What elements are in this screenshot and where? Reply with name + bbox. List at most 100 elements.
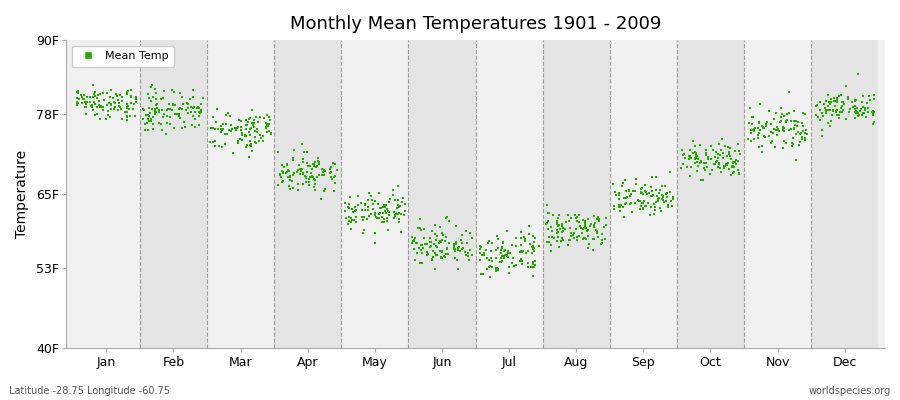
Point <box>111 107 125 114</box>
Point <box>303 163 318 170</box>
Point <box>693 177 707 183</box>
Point <box>819 110 833 116</box>
Point <box>232 117 247 124</box>
Point <box>283 176 297 183</box>
Point <box>397 212 411 218</box>
Point <box>140 91 155 97</box>
Point <box>386 215 400 221</box>
Point <box>786 135 800 142</box>
Point <box>317 167 331 174</box>
Point <box>193 109 207 116</box>
Point <box>521 248 535 254</box>
Point <box>574 229 589 236</box>
Point <box>867 119 881 125</box>
Point <box>412 244 427 251</box>
Point <box>362 213 376 219</box>
Point <box>185 112 200 119</box>
Point <box>308 158 322 165</box>
Point <box>716 155 731 161</box>
Point <box>86 107 100 114</box>
Point <box>644 204 658 211</box>
Point <box>522 230 536 237</box>
Point <box>447 242 462 248</box>
Point <box>576 217 590 223</box>
Point <box>732 171 746 178</box>
Point <box>387 213 401 219</box>
Point <box>163 121 177 127</box>
Point <box>248 134 262 140</box>
Point <box>532 243 546 250</box>
Point <box>655 183 670 190</box>
Point <box>648 204 662 210</box>
Point <box>310 163 325 170</box>
Point <box>715 136 729 142</box>
Point <box>388 197 402 204</box>
Point <box>539 220 554 227</box>
Point <box>725 162 740 169</box>
Point <box>775 111 789 117</box>
Point <box>181 105 195 112</box>
Point <box>284 173 298 180</box>
Point <box>564 230 579 236</box>
Point <box>514 235 528 241</box>
Point <box>364 197 379 204</box>
Point <box>248 114 263 120</box>
Point <box>104 86 119 93</box>
Point <box>836 101 850 107</box>
Point <box>84 103 98 109</box>
Point <box>243 115 257 121</box>
Point <box>626 188 640 194</box>
Point <box>293 166 308 172</box>
Point <box>528 234 543 241</box>
Point <box>622 200 636 207</box>
Point <box>83 99 97 105</box>
Point <box>224 128 238 134</box>
Point <box>485 258 500 264</box>
Point <box>214 143 229 150</box>
Point <box>330 166 345 173</box>
Point <box>172 111 186 117</box>
Point <box>790 119 805 126</box>
Point <box>167 124 182 131</box>
Point <box>607 203 621 209</box>
Point <box>649 199 663 205</box>
Point <box>282 183 296 190</box>
Point <box>612 192 626 198</box>
Point <box>395 199 410 205</box>
Point <box>169 111 184 118</box>
Y-axis label: Temperature: Temperature <box>15 150 29 238</box>
Point <box>815 112 830 119</box>
Point <box>377 216 392 222</box>
Point <box>829 109 843 115</box>
Point <box>787 125 801 132</box>
Point <box>449 239 464 245</box>
Point <box>286 156 301 163</box>
Point <box>550 238 564 244</box>
Point <box>410 250 424 256</box>
Point <box>294 168 309 174</box>
Point <box>682 173 697 179</box>
Point <box>818 105 832 111</box>
Point <box>808 112 823 119</box>
Point <box>123 112 138 119</box>
Point <box>512 248 526 255</box>
Point <box>819 109 833 116</box>
Point <box>724 156 738 162</box>
Point <box>489 267 503 274</box>
Point <box>442 218 456 224</box>
Point <box>852 108 867 115</box>
Point <box>211 106 225 112</box>
Point <box>406 238 420 244</box>
Point <box>786 141 800 147</box>
Point <box>242 116 256 122</box>
Point <box>526 239 541 245</box>
Point <box>572 212 586 219</box>
Point <box>732 170 746 176</box>
Point <box>328 180 342 186</box>
Point <box>448 254 463 261</box>
Point <box>638 203 652 210</box>
Point <box>708 148 723 155</box>
Point <box>256 133 270 140</box>
Point <box>623 192 637 199</box>
Point <box>394 211 409 218</box>
